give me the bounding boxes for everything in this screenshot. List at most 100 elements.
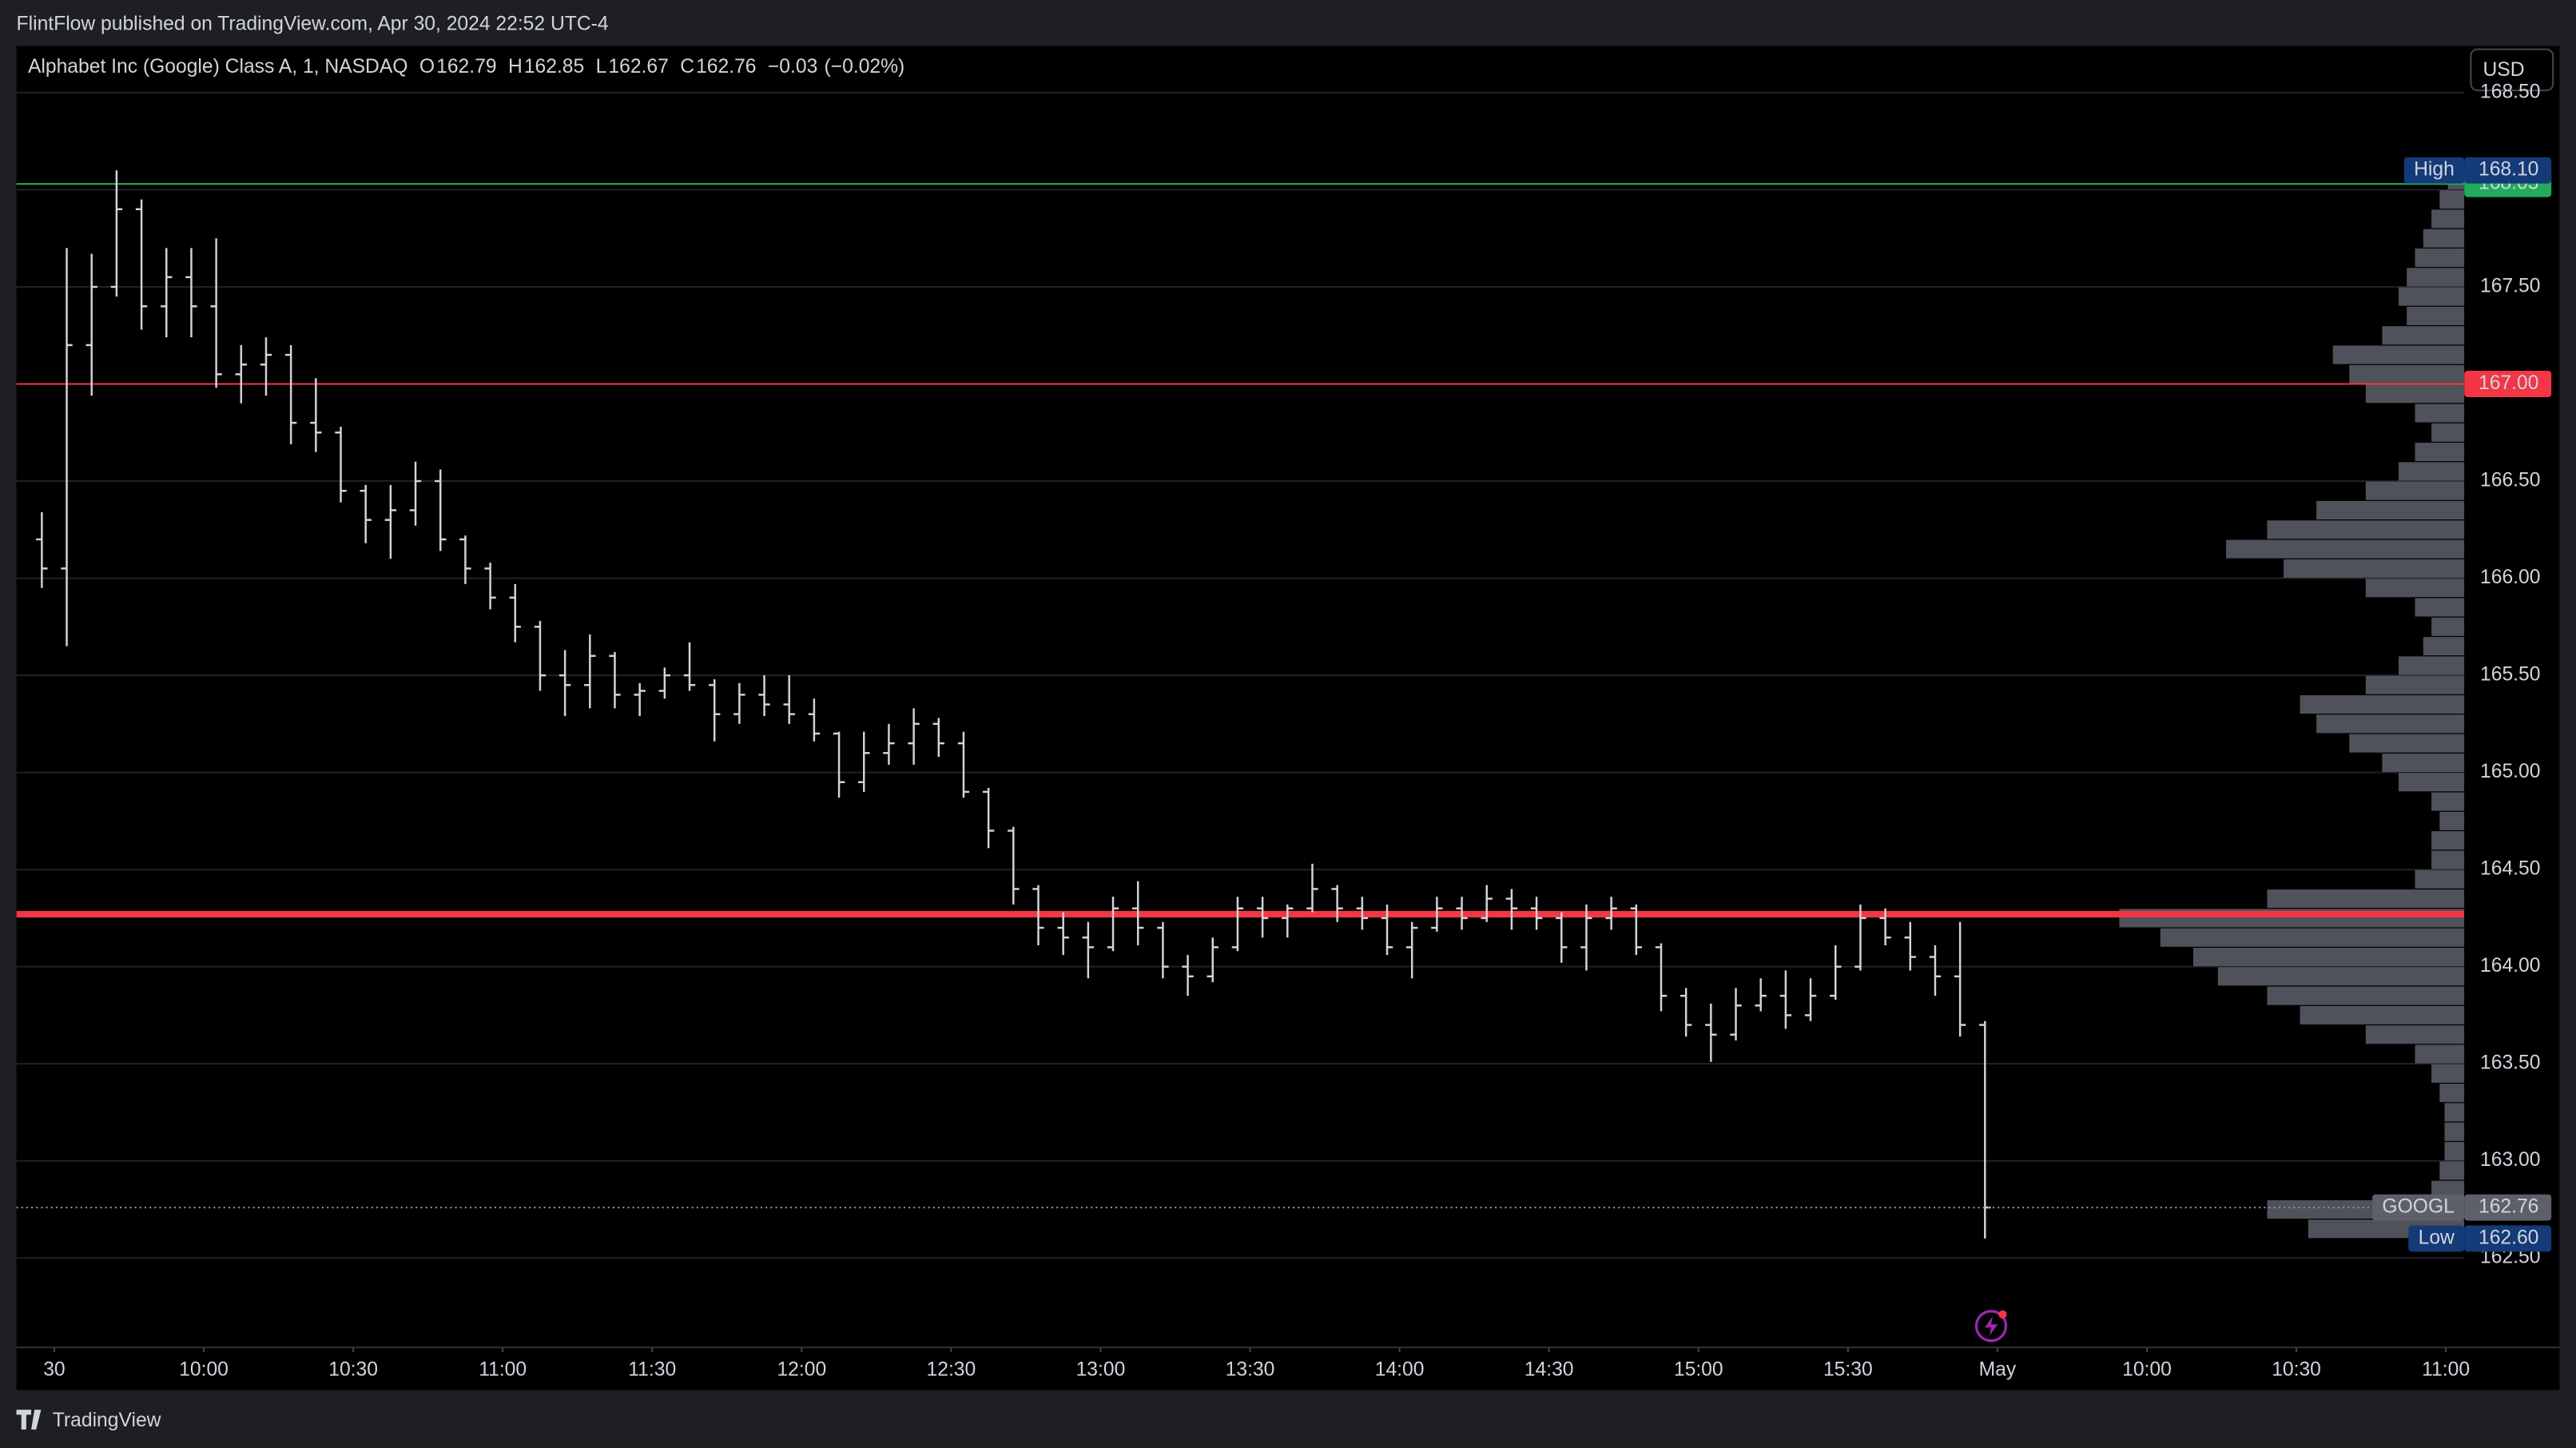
y-tick-label: 168.50 <box>2480 81 2540 102</box>
profile-bar <box>2365 675 2465 694</box>
tag-name: GOOGL <box>2382 1196 2454 1218</box>
y-tick-label: 164.00 <box>2480 955 2540 977</box>
publisher-line: FlintFlow published on TradingView.com, … <box>17 13 609 34</box>
profile-bar <box>2444 1122 2465 1141</box>
alert-bolt <box>1984 1315 1998 1336</box>
y-tick-label: 167.50 <box>2480 275 2540 296</box>
legend-item: 162.85 <box>524 56 584 78</box>
profile-bar <box>2267 889 2465 909</box>
legend-item: O <box>419 56 435 78</box>
profile-bar <box>2192 947 2465 967</box>
profile-bar <box>2431 1064 2465 1083</box>
level-tag <box>2464 371 2552 397</box>
x-tick-label: 11:00 <box>2422 1358 2470 1380</box>
plot <box>16 91 2465 1259</box>
tv-logo <box>16 1410 42 1430</box>
profile-bar <box>2316 500 2465 520</box>
x-tick-label: 14:30 <box>1525 1358 1574 1380</box>
profile-bar <box>2349 734 2465 753</box>
profile-bar <box>2407 306 2465 325</box>
tag-name: High <box>2414 159 2455 181</box>
x-tick-label: 10:30 <box>2272 1358 2321 1380</box>
profile-bar <box>2415 869 2465 889</box>
profile-bar <box>2431 209 2465 229</box>
price-tag <box>2464 157 2552 184</box>
x-tick-label: 13:30 <box>1226 1358 1275 1380</box>
x-tick-label: 30 <box>43 1358 65 1380</box>
profile-bar <box>2398 656 2465 675</box>
legend-item: C <box>680 56 694 78</box>
x-tick-label: 11:30 <box>628 1358 676 1380</box>
legend-item: 162.67 <box>608 56 668 78</box>
profile-bar <box>2444 1103 2465 1122</box>
y-tick-label: 164.50 <box>2480 858 2540 880</box>
profile-bar <box>2267 520 2465 539</box>
profile-bar <box>2439 190 2465 209</box>
legend-item: (−0.02%) <box>825 56 905 78</box>
profile-bar <box>2415 248 2465 268</box>
profile-bar <box>2431 423 2465 442</box>
profile-bar <box>2444 1142 2465 1161</box>
profile-bar <box>2431 792 2465 811</box>
profile-bar <box>2439 1161 2465 1180</box>
profile-bar <box>2407 268 2465 287</box>
tag-name-box <box>2408 1225 2465 1252</box>
price-tag-label: 162.76 <box>2479 1196 2538 1218</box>
x-tick-label: May <box>1979 1358 2017 1380</box>
y-tick-label: 165.00 <box>2480 761 2540 782</box>
profile-bar <box>2431 617 2465 636</box>
profile-bar <box>2382 326 2465 345</box>
x-tick-label: 11:00 <box>479 1358 527 1380</box>
x-tick-label: 15:30 <box>1823 1358 1873 1380</box>
y-tick-label: 166.50 <box>2480 470 2540 491</box>
profile-bar <box>2160 928 2465 947</box>
tag-name-box <box>2403 157 2465 184</box>
currency-label: USD <box>2483 59 2524 81</box>
y-tick-label: 163.50 <box>2480 1052 2540 1074</box>
profile-bar <box>2365 579 2465 598</box>
legend-item: Alphabet Inc (Google) Class A, 1, NASDAQ <box>28 56 408 78</box>
profile-bar <box>2267 986 2465 1005</box>
profile-bar <box>2365 481 2465 500</box>
profile-bar <box>2415 443 2465 462</box>
profile-bar <box>2398 462 2465 481</box>
legend-item: −0.03 <box>768 56 817 78</box>
currency-button[interactable] <box>2470 48 2554 92</box>
profile-bar <box>2415 598 2465 617</box>
profile-bar <box>2316 714 2465 734</box>
profile-bar <box>2300 1005 2465 1024</box>
y-tick-label: 163.00 <box>2480 1149 2540 1171</box>
profile-bar <box>2398 287 2465 306</box>
x-tick-label: 12:30 <box>927 1358 976 1380</box>
profile-bar <box>2439 1084 2465 1103</box>
profile-bar <box>2217 967 2465 986</box>
price-tag <box>2464 1225 2552 1252</box>
profile-bar <box>2423 637 2465 656</box>
legend-item: L <box>596 56 607 78</box>
x-tick-label: 15:00 <box>1674 1358 1723 1380</box>
alert-icon[interactable] <box>1974 1310 2008 1343</box>
profile-bar <box>2431 831 2465 850</box>
profile-bar <box>2365 384 2465 404</box>
legend-item: H <box>508 56 523 78</box>
profile-bar <box>2415 404 2465 423</box>
profile-bar <box>2365 1025 2465 1044</box>
footer-brand: TradingView <box>53 1410 161 1431</box>
level-tag-label: 167.00 <box>2479 372 2538 394</box>
x-tick-label: 14:00 <box>1375 1358 1425 1380</box>
x-tick-label: 10:00 <box>179 1358 229 1380</box>
legend-item: 162.79 <box>436 56 496 78</box>
price-tag-label: 168.10 <box>2479 159 2538 181</box>
profile-bar <box>2382 753 2465 772</box>
profile-bar <box>2332 345 2465 364</box>
legend-item: 162.76 <box>696 56 756 78</box>
price-tag-label: 162.60 <box>2479 1227 2538 1248</box>
profile-bar <box>2300 695 2465 714</box>
x-tick-label: 13:00 <box>1076 1358 1126 1380</box>
y-tick-label: 166.00 <box>2480 567 2540 588</box>
y-tick-label: 165.50 <box>2480 664 2540 686</box>
profile-bar <box>2349 364 2465 384</box>
profile-bar <box>2284 559 2465 578</box>
x-tick-label: 10:00 <box>2122 1358 2172 1380</box>
